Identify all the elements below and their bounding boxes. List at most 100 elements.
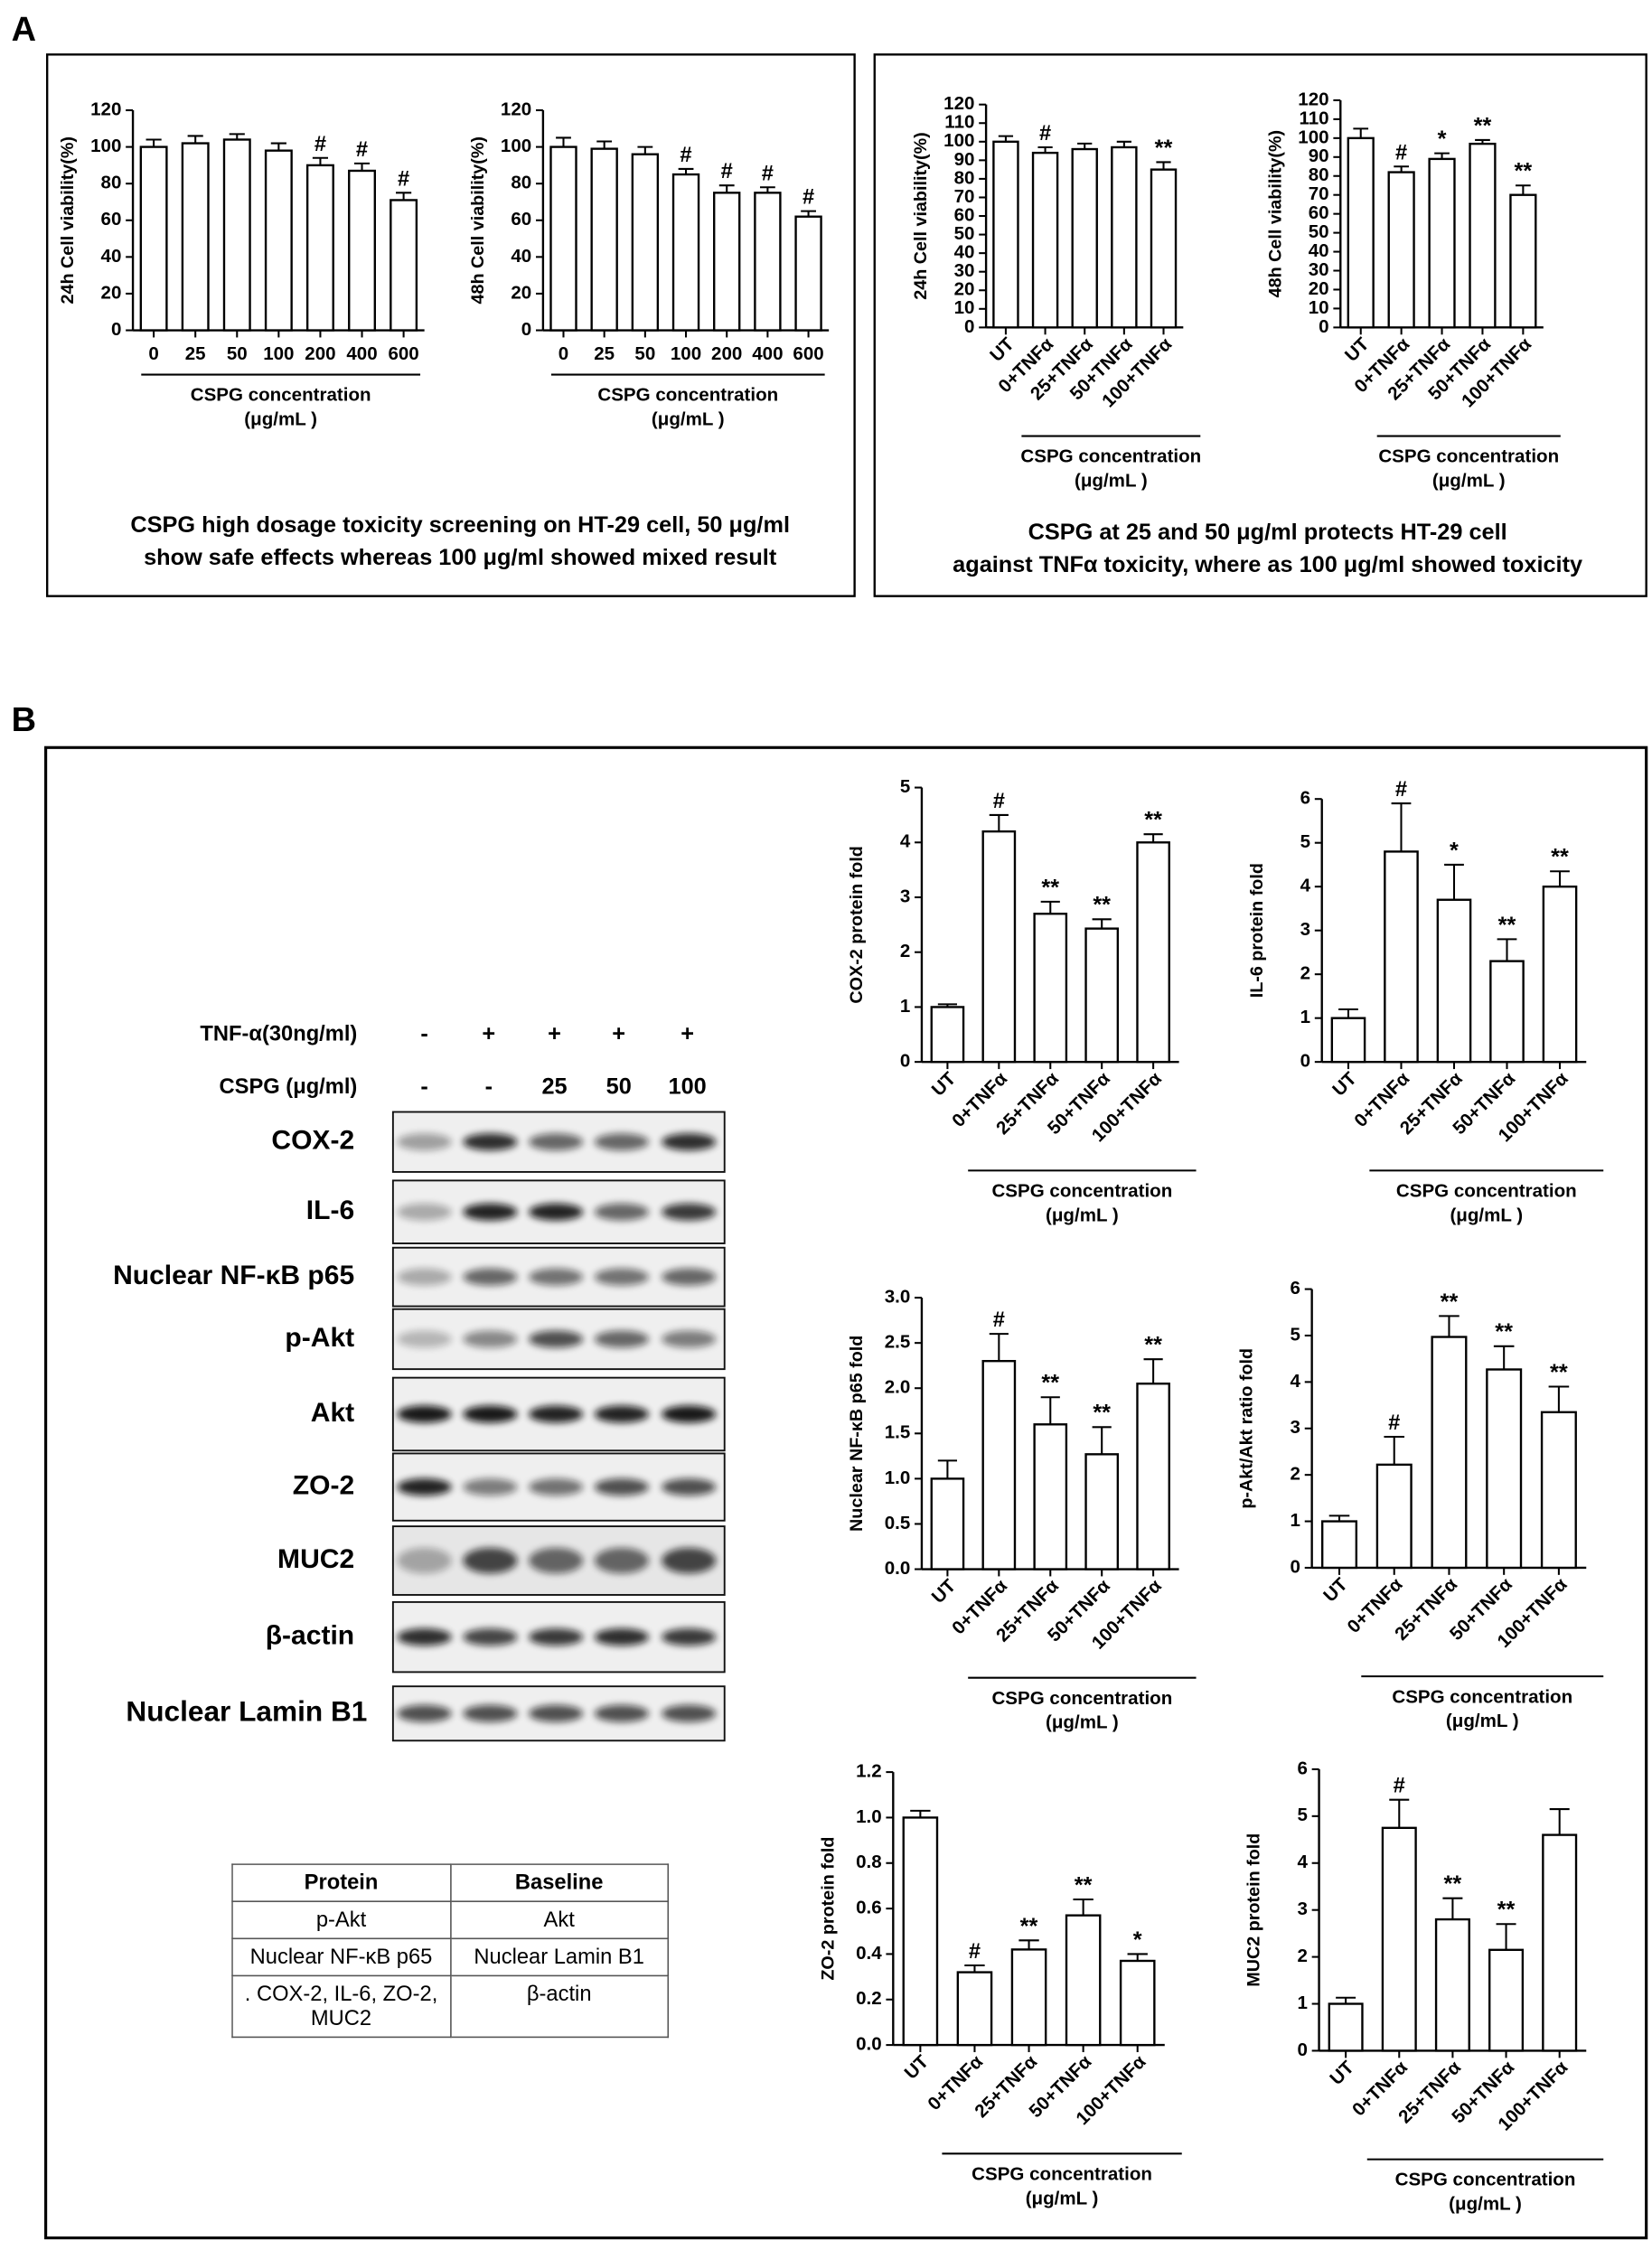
blot-band: [594, 1330, 649, 1348]
y-tick-label: 30: [954, 260, 975, 281]
y-tick-label: 120: [501, 98, 531, 119]
y-tick-label: 100: [501, 136, 531, 156]
significance: **: [1550, 1360, 1568, 1385]
blot-band: [529, 1547, 584, 1574]
panel-box: [873, 53, 1647, 597]
bar: [956, 1971, 993, 2047]
x-axis-label: CSPG concentration: [191, 385, 371, 406]
significance: #: [1388, 1411, 1400, 1435]
bar: [1384, 850, 1419, 1064]
y-tick-label: 0.6: [856, 1898, 882, 1918]
significance: #: [1039, 122, 1051, 145]
y-tick-label: 6: [1291, 1278, 1300, 1299]
blot-lane-label: +: [482, 1021, 495, 1046]
blot-band: [662, 1628, 717, 1646]
bar: [1033, 913, 1068, 1064]
y-axis-label: p-Akt/Akt ratio fold: [1237, 1348, 1257, 1509]
bar: [930, 1006, 965, 1064]
y-tick-label: 120: [90, 98, 121, 119]
table: Protein Baseline p-Akt Akt Nuclear NF-κB p65…: [231, 1863, 670, 2039]
blot-band: [662, 1133, 717, 1151]
bar: [981, 1360, 1017, 1571]
significance: **: [1498, 913, 1516, 938]
y-tick-label: 3.0: [885, 1287, 911, 1308]
y-tick-label: 120: [1298, 89, 1328, 109]
x-tick-label: 600: [388, 343, 418, 364]
y-tick-label: 40: [1309, 240, 1329, 261]
bar: [390, 199, 418, 332]
bar: [1542, 886, 1578, 1064]
x-tick-label: UT: [927, 1068, 960, 1101]
y-tick-label: 100: [1298, 127, 1328, 147]
bar: [1320, 1520, 1358, 1570]
bar: [1434, 1918, 1470, 2052]
blot-band: [463, 1704, 518, 1722]
bar: [930, 1477, 965, 1571]
bar: [1136, 841, 1170, 1064]
bar: [1381, 1826, 1417, 2052]
x-tick-label: UT: [986, 333, 1018, 366]
table-cell: β-actin: [449, 1974, 670, 2039]
blot-lane-label: -: [420, 1021, 427, 1046]
blot-band: [662, 1203, 717, 1221]
significance: **: [1474, 113, 1492, 138]
blot-lane-label: +: [548, 1021, 561, 1046]
blot-band: [529, 1203, 584, 1221]
x-axis-label: (μg/mL ): [1446, 1711, 1519, 1731]
y-axis-label: Nuclear NF-κB p65 fold: [847, 1336, 867, 1532]
blot-label: Nuclear Lamin B1: [126, 1695, 367, 1728]
blot-label: Nuclear NF-κB p65: [113, 1261, 354, 1290]
table-cell: Nuclear Lamin B1: [449, 1937, 670, 1977]
bar: [1542, 1833, 1578, 2052]
blot-lane-label: -: [420, 1074, 427, 1099]
bar: [181, 142, 210, 332]
blot-label: p-Akt: [285, 1323, 354, 1353]
caption: CSPG high dosage toxicity screening on H…: [130, 512, 790, 538]
y-tick-label: 0: [521, 319, 531, 340]
y-tick-label: 5: [1291, 1324, 1300, 1345]
bar: [1150, 168, 1178, 329]
bar: [1540, 1411, 1577, 1570]
y-tick-label: 6: [1297, 1758, 1307, 1778]
blot-band: [529, 1478, 584, 1496]
bar: [1010, 1948, 1047, 2047]
x-tick-label: 25: [185, 343, 206, 364]
bar: [1071, 147, 1098, 329]
x-axis-label: (μg/mL ): [1450, 1205, 1523, 1225]
y-tick-label: 0: [1300, 1051, 1310, 1072]
y-tick-label: 0: [1291, 1556, 1300, 1577]
blot-band: [463, 1547, 518, 1574]
bar: [305, 164, 334, 332]
bar: [794, 215, 822, 332]
table-row: . COX-2, IL-6, ZO-2, MUC2 β-actin: [231, 1974, 670, 2039]
y-tick-label: 0.0: [856, 2034, 882, 2055]
x-tick-label: UT: [1328, 1068, 1361, 1101]
y-tick-label: 0.0: [885, 1558, 911, 1579]
significance: #: [1395, 778, 1407, 802]
y-tick-label: 80: [954, 167, 975, 188]
y-tick-label: 90: [954, 149, 975, 170]
y-tick-label: 4: [900, 831, 911, 852]
table-row: Nuclear NF-κB p65 Nuclear Lamin B1: [231, 1937, 670, 1977]
y-tick-label: 4: [1291, 1371, 1301, 1392]
y-tick-label: 0: [1297, 2039, 1307, 2060]
bar: [1436, 898, 1472, 1064]
blot-label: ZO-2: [293, 1471, 354, 1501]
y-tick-label: 100: [943, 130, 974, 151]
significance: #: [762, 162, 774, 185]
bar: [1084, 1453, 1120, 1571]
y-tick-label: 0.5: [885, 1513, 911, 1533]
y-tick-label: 1.5: [885, 1422, 911, 1443]
y-tick-label: 110: [944, 112, 974, 133]
y-tick-label: 1: [1297, 1993, 1307, 2013]
significance: #: [721, 160, 733, 183]
y-tick-label: 0: [111, 319, 121, 340]
blot-band: [594, 1133, 649, 1151]
x-tick-label: 200: [305, 343, 335, 364]
y-tick-label: 0.4: [856, 1943, 882, 1964]
blot-band: [594, 1268, 649, 1286]
bar: [1119, 1959, 1156, 2047]
bar: [1328, 2002, 1364, 2052]
significance: #: [993, 1308, 1005, 1332]
y-tick-label: 60: [954, 204, 975, 225]
